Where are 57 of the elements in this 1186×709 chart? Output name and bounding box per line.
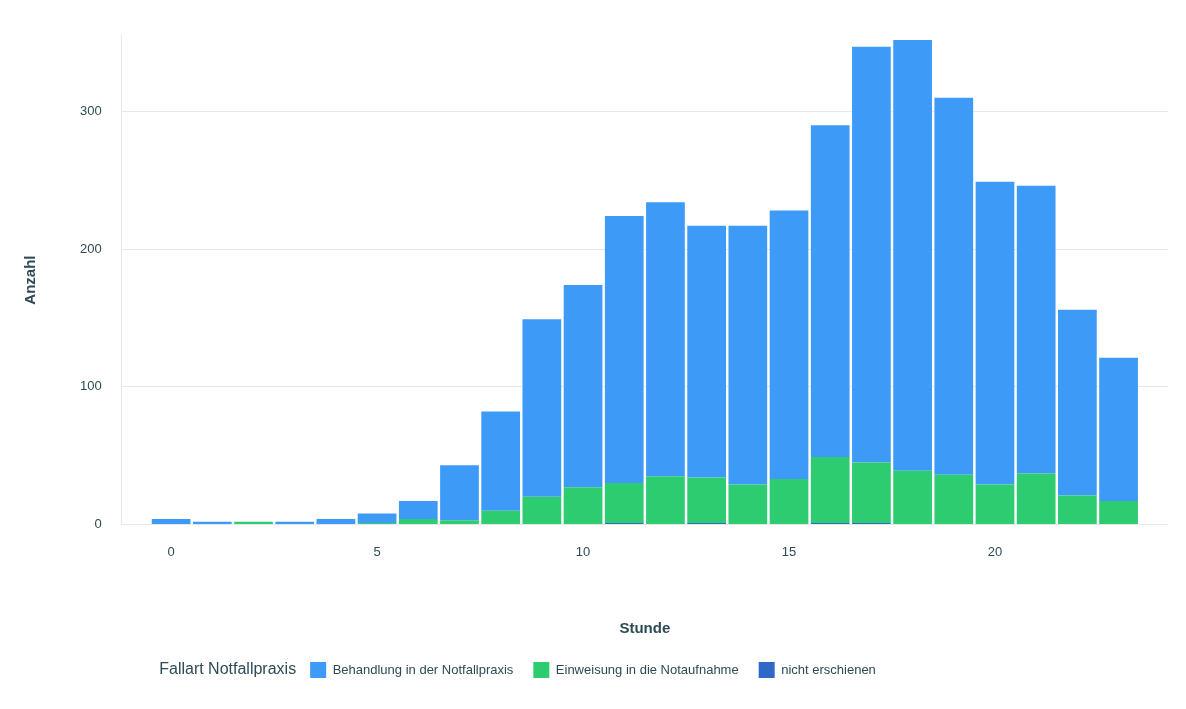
bar bbox=[975, 181, 1015, 485]
bar bbox=[481, 510, 521, 524]
bar bbox=[604, 483, 644, 524]
bar bbox=[151, 518, 191, 524]
bar bbox=[440, 465, 479, 521]
bar bbox=[563, 487, 603, 524]
bar bbox=[1016, 185, 1056, 474]
bar bbox=[769, 210, 809, 479]
bar bbox=[810, 456, 850, 524]
bar bbox=[234, 521, 273, 524]
bar bbox=[192, 521, 232, 524]
bar bbox=[728, 225, 768, 485]
bar bbox=[275, 521, 315, 524]
x-tick-label: 5 bbox=[373, 543, 381, 559]
bar bbox=[440, 520, 479, 524]
y-axis-title: Anzahl bbox=[21, 255, 39, 305]
bar bbox=[934, 97, 974, 475]
x-tick-label: 15 bbox=[781, 543, 797, 559]
bar bbox=[522, 319, 562, 497]
bar bbox=[893, 470, 932, 524]
legend-label: Behandlung in der Notfallpraxis bbox=[332, 661, 514, 677]
y-tick-label: 300 bbox=[79, 103, 102, 119]
bar bbox=[646, 476, 685, 524]
bar bbox=[934, 474, 974, 524]
bar bbox=[1099, 357, 1138, 501]
x-axis-title: Stunde bbox=[619, 619, 671, 637]
bar bbox=[1016, 473, 1056, 524]
y-tick-label: 100 bbox=[79, 378, 102, 394]
legend-label: nicht erschienen bbox=[781, 661, 876, 677]
bar bbox=[1099, 501, 1138, 524]
bar bbox=[316, 518, 356, 524]
bar bbox=[687, 477, 726, 524]
y-tick-label: 0 bbox=[94, 515, 102, 531]
legend-label: Einweisung in die Notaufnahme bbox=[555, 661, 739, 677]
bar bbox=[1058, 309, 1097, 496]
bar bbox=[604, 216, 644, 484]
bar bbox=[481, 411, 521, 511]
bar bbox=[398, 501, 438, 519]
bar bbox=[522, 496, 562, 524]
bar bbox=[728, 484, 768, 524]
legend-title: Fallart Notfallpraxis bbox=[159, 660, 297, 678]
bar bbox=[852, 462, 891, 524]
bar bbox=[1058, 495, 1097, 524]
x-tick-label: 0 bbox=[167, 543, 175, 559]
bar bbox=[357, 513, 397, 524]
bar bbox=[687, 225, 726, 478]
x-tick-label: 10 bbox=[575, 543, 591, 559]
y-tick-label: 200 bbox=[79, 240, 102, 256]
bar bbox=[893, 39, 932, 471]
bar bbox=[852, 46, 891, 463]
bar bbox=[563, 284, 603, 488]
bar bbox=[810, 125, 850, 457]
bar bbox=[398, 518, 438, 524]
bar bbox=[646, 202, 685, 477]
x-tick-label: 20 bbox=[987, 543, 1003, 559]
bar bbox=[769, 478, 809, 524]
bar bbox=[975, 484, 1015, 524]
